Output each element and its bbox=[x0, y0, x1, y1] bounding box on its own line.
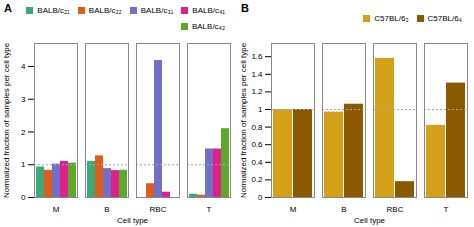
svg-text:1.4: 1.4 bbox=[251, 70, 263, 79]
svg-text:0: 0 bbox=[258, 193, 263, 202]
svg-text:RBC: RBC bbox=[387, 205, 404, 214]
svg-text:3: 3 bbox=[21, 95, 26, 104]
svg-text:Normalized fraction of samples: Normalized fraction of samples per cell … bbox=[2, 42, 11, 198]
svg-text:0: 0 bbox=[21, 193, 26, 202]
html-text:A: A bbox=[4, 2, 12, 14]
svg-text:T: T bbox=[207, 205, 212, 214]
svg-text:1: 1 bbox=[258, 105, 263, 114]
svg-text:Normalized fraction of samples: Normalized fraction of samples per cell … bbox=[239, 42, 248, 198]
svg-text:0.2: 0.2 bbox=[251, 175, 263, 184]
svg-text:M: M bbox=[290, 205, 297, 214]
svg-text:B: B bbox=[104, 205, 109, 214]
html-text:BALB/c₄₂: BALB/c₄₂ bbox=[191, 22, 225, 32]
html-text:BALB/c₃₁: BALB/c₃₁ bbox=[140, 5, 174, 15]
html-text:C57BL/6₂: C57BL/6₂ bbox=[374, 14, 409, 23]
svg-text:Cell type: Cell type bbox=[354, 216, 386, 225]
svg-text:B: B bbox=[341, 205, 346, 214]
html-text:C57BL/6₄: C57BL/6₄ bbox=[427, 14, 462, 23]
svg-text:T: T bbox=[444, 205, 449, 214]
svg-text:Cell type: Cell type bbox=[117, 216, 149, 225]
svg-text:M: M bbox=[53, 205, 60, 214]
svg-text:1.2: 1.2 bbox=[251, 87, 263, 96]
html-text:BALB/c₂₁: BALB/c₂₁ bbox=[37, 5, 70, 15]
html-text:B: B bbox=[241, 2, 249, 14]
html-text:BALB/c₄₁: BALB/c₄₁ bbox=[192, 5, 225, 15]
svg-text:4: 4 bbox=[21, 62, 26, 71]
svg-text:0.6: 0.6 bbox=[251, 140, 263, 149]
svg-text:0.8: 0.8 bbox=[251, 123, 263, 132]
svg-text:1.6: 1.6 bbox=[251, 52, 263, 61]
html-text:BALB/c₂₂: BALB/c₂₂ bbox=[88, 5, 122, 15]
svg-text:2: 2 bbox=[21, 128, 26, 137]
svg-text:1: 1 bbox=[21, 160, 26, 169]
svg-text:0.4: 0.4 bbox=[251, 158, 263, 167]
svg-text:RBC: RBC bbox=[150, 205, 167, 214]
